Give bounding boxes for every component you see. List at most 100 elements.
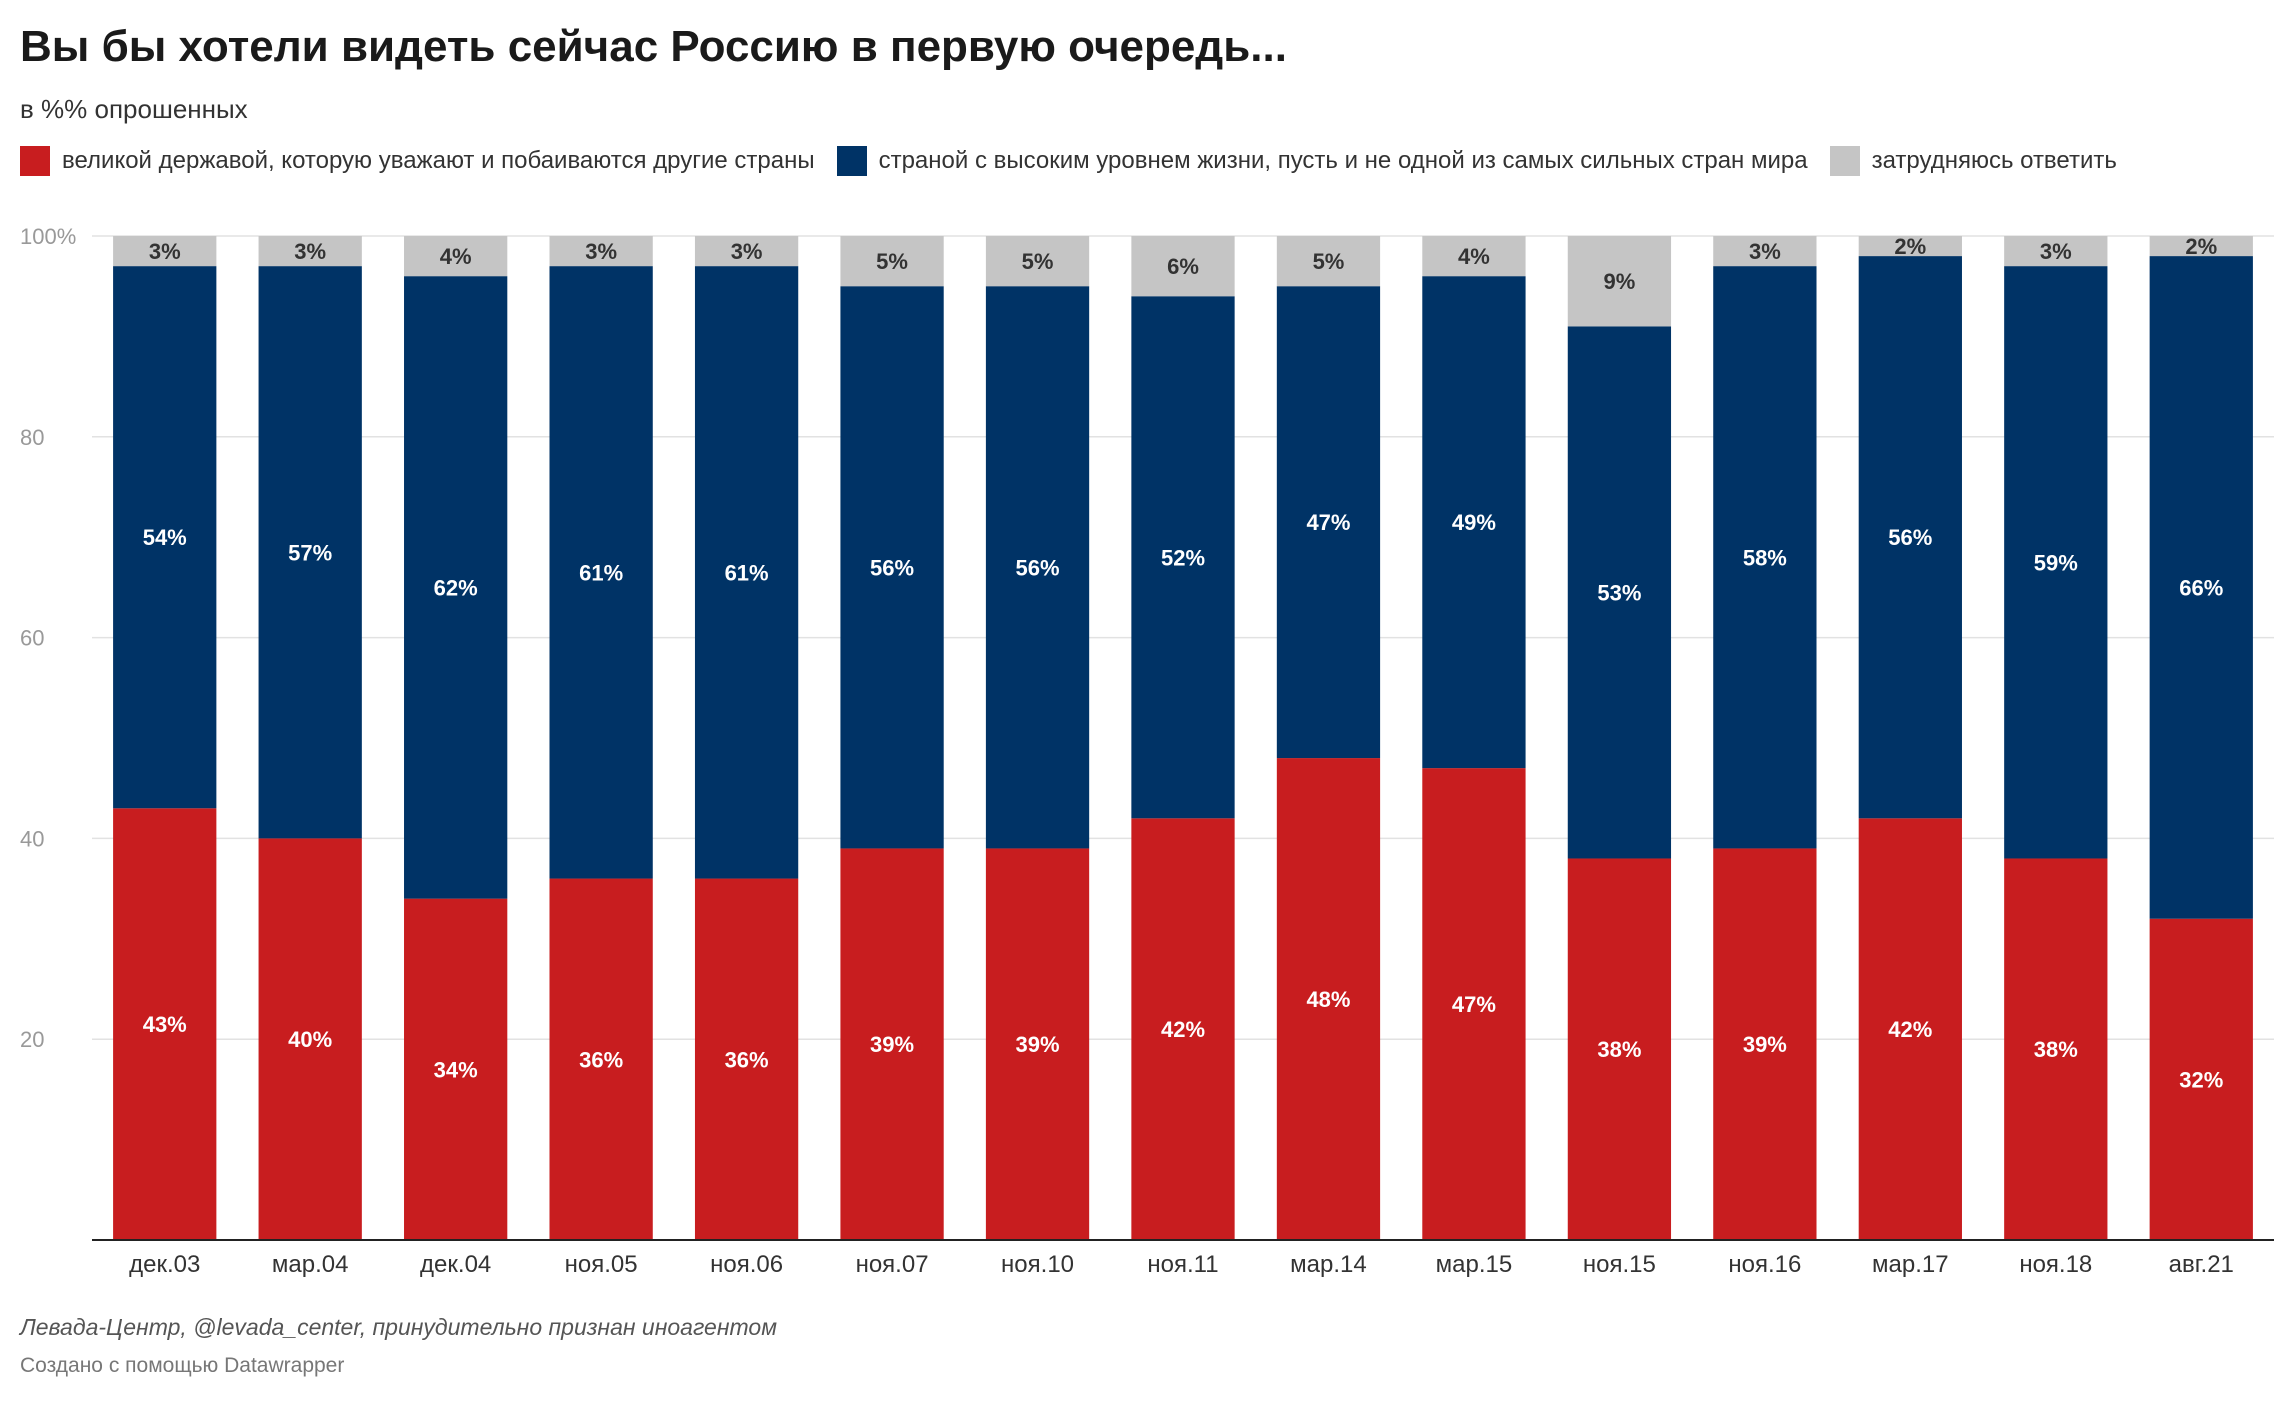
data-label: 36% [725, 1047, 769, 1072]
data-label: 43% [143, 1012, 187, 1037]
bar-segment [1567, 236, 1672, 327]
x-tick-label: мар.15 [1436, 1251, 1513, 1278]
bar-segment [694, 266, 799, 879]
data-label: 39% [1016, 1032, 1060, 1057]
y-tick-label: 100% [20, 224, 76, 249]
data-label: 3% [585, 239, 617, 264]
bar-segment [840, 848, 944, 1240]
bar-segment [1422, 236, 1526, 277]
legend-label: страной с высоким уровнем жизни, пусть и… [878, 147, 1808, 174]
bar-segment [1276, 236, 1381, 287]
x-tick-label: мар.14 [1290, 1251, 1367, 1278]
bar-segment [985, 286, 1090, 849]
data-label: 56% [1016, 555, 1060, 580]
data-label: 61% [579, 560, 623, 585]
data-label: 36% [579, 1047, 623, 1072]
legend-label: великой державой, которую уважают и поба… [62, 147, 815, 174]
data-label: 52% [1161, 545, 1205, 570]
bar-segment [549, 236, 653, 267]
legend-swatch-red [20, 146, 50, 176]
bar-segment [113, 236, 217, 267]
x-tick-label: мар.04 [272, 1251, 349, 1278]
data-label: 56% [1888, 525, 1932, 550]
legend-item-hard-to-say: затрудняюсь ответить [1829, 146, 2117, 176]
data-label: 53% [1597, 580, 1641, 605]
data-label: 54% [143, 525, 187, 550]
x-tick-label: дек.03 [129, 1251, 200, 1278]
bar-segment [404, 898, 508, 1240]
bar-segment [2149, 256, 2253, 919]
data-label: 9% [1604, 269, 1636, 294]
data-label: 34% [434, 1057, 478, 1082]
bar-segment [1858, 236, 1962, 257]
bar-segment [113, 808, 217, 1240]
bar-segment [1276, 286, 1381, 759]
data-label: 39% [870, 1032, 914, 1057]
data-label: 49% [1452, 510, 1496, 535]
bar-segment [2149, 236, 2253, 257]
bar-segment [2004, 266, 2108, 859]
bar-segment [694, 878, 799, 1240]
bar-segment [1422, 768, 1526, 1240]
data-label: 47% [1306, 510, 1350, 535]
data-label: 5% [1313, 249, 1345, 274]
bar-segment [1131, 296, 1235, 819]
y-tick-label: 80 [20, 425, 44, 450]
x-tick-label: авг.21 [2169, 1251, 2234, 1278]
bar-segment [1567, 326, 1672, 859]
bar-segment [2149, 918, 2253, 1240]
data-label: 3% [149, 239, 181, 264]
data-label: 3% [1749, 239, 1781, 264]
bar-segment [113, 266, 217, 809]
bar-segment [1131, 236, 1235, 297]
stacked-bar-chart: 20 40 60 80 100% 43% 54% 3% дек.03 40% 57% 3% мар.04… [20, 224, 2274, 1278]
x-tick-label: ноя.05 [565, 1251, 638, 1278]
data-label: 2% [1894, 234, 1926, 259]
chart-title: Вы бы хотели видеть сейчас Россию в перв… [20, 22, 1287, 71]
x-tick-label: ноя.06 [710, 1251, 783, 1278]
bar-segment [985, 848, 1090, 1240]
bar-segment [1567, 858, 1672, 1240]
legend-item-great-power: великой державой, которую уважают и поба… [20, 146, 815, 176]
data-label: 66% [2179, 575, 2223, 600]
data-label: 5% [1022, 249, 1054, 274]
bar-segment [1713, 236, 1817, 267]
bar-segment [549, 878, 653, 1240]
data-label: 58% [1743, 545, 1787, 570]
x-tick-label: ноя.07 [856, 1251, 929, 1278]
data-label: 5% [876, 249, 908, 274]
bar-segment [1422, 276, 1526, 769]
legend-swatch-blue [836, 146, 867, 176]
bar-segment [258, 838, 362, 1240]
data-label: 3% [2040, 239, 2072, 264]
data-label: 62% [434, 575, 478, 600]
y-tick-label: 60 [20, 626, 44, 651]
data-label: 38% [2034, 1037, 2078, 1062]
bar-segment [1858, 256, 1962, 819]
bar-segment [404, 276, 508, 899]
data-label: 47% [1452, 992, 1496, 1017]
bar-segment [1713, 848, 1817, 1240]
bar-segment [1276, 758, 1381, 1240]
bar-segment [985, 236, 1090, 287]
bar-segment [694, 236, 799, 267]
x-tick-label: дек.04 [420, 1251, 491, 1278]
data-label: 4% [1458, 244, 1490, 269]
x-tick-label: ноя.18 [2019, 1251, 2092, 1278]
data-label: 39% [1743, 1032, 1787, 1057]
data-label: 59% [2034, 550, 2078, 575]
data-label: 40% [288, 1027, 332, 1052]
chart-subtitle: в %% опрошенных [20, 94, 248, 124]
data-label: 38% [1597, 1037, 1641, 1062]
x-tick-label: ноя.15 [1583, 1251, 1656, 1278]
bar-segment [258, 236, 362, 267]
data-label: 3% [731, 239, 763, 264]
data-label: 3% [294, 239, 326, 264]
data-label: 4% [440, 244, 472, 269]
legend-item-high-living-standard: страной с высоким уровнем жизни, пусть и… [836, 146, 1808, 176]
bar-segment [1858, 818, 1962, 1240]
data-label: 56% [870, 555, 914, 580]
legend-swatch-gray [1829, 146, 1860, 176]
data-label: 61% [725, 560, 769, 585]
credit-line: Создано с помощью Datawrapper [20, 1354, 345, 1377]
